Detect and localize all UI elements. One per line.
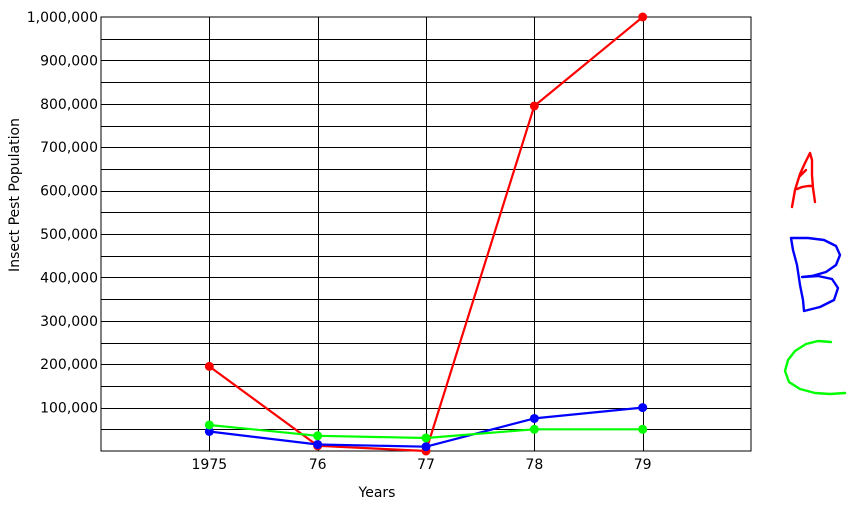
data-point-b bbox=[313, 439, 323, 449]
x-axis-title: Years bbox=[358, 485, 396, 501]
data-point-c bbox=[529, 424, 539, 434]
data-point-a bbox=[204, 361, 214, 371]
y-tick-label: 400,000 bbox=[40, 270, 98, 286]
data-point-a bbox=[638, 12, 648, 22]
data-point-b bbox=[638, 403, 648, 413]
y-tick-label: 100,000 bbox=[40, 401, 98, 417]
y-tick-label: 200,000 bbox=[40, 357, 98, 373]
data-point-b bbox=[529, 413, 539, 423]
legend-item-a bbox=[790, 151, 817, 209]
legend bbox=[783, 151, 847, 396]
data-point-c bbox=[638, 424, 648, 434]
y-tick-label: 800,000 bbox=[40, 97, 98, 113]
legend-letter-a bbox=[790, 151, 817, 209]
data-point-c bbox=[204, 420, 214, 430]
grid bbox=[100, 16, 752, 452]
y-tick-label: 500,000 bbox=[40, 227, 98, 243]
y-tick-label: 600,000 bbox=[40, 184, 98, 200]
data-point-c bbox=[421, 433, 431, 443]
data-point-b bbox=[421, 442, 431, 452]
data-point-b bbox=[204, 426, 214, 436]
data-point-a bbox=[529, 101, 539, 111]
x-tick-label: 77 bbox=[417, 457, 435, 473]
y-axis-title: Insect Pest Population bbox=[7, 118, 23, 272]
x-tick-label: 1975 bbox=[192, 457, 228, 473]
data-point-c bbox=[313, 431, 323, 441]
y-tick-labels: 100,000 200,000 300,000 400,000 500,000 600,0… bbox=[27, 10, 98, 417]
x-tick-label: 79 bbox=[634, 457, 652, 473]
legend-item-b bbox=[789, 236, 842, 313]
x-tick-label: 76 bbox=[309, 457, 327, 473]
legend-letter-b bbox=[789, 236, 842, 313]
x-tick-labels: 1975 76 77 78 79 bbox=[192, 457, 652, 473]
y-tick-label: 700,000 bbox=[40, 140, 98, 156]
legend-item-c bbox=[783, 339, 847, 396]
y-tick-label: 300,000 bbox=[40, 314, 98, 330]
y-tick-label: 900,000 bbox=[40, 53, 98, 69]
y-tick-label: 1,000,000 bbox=[27, 10, 98, 26]
data-points bbox=[204, 12, 648, 456]
x-tick-label: 78 bbox=[525, 457, 543, 473]
legend-letter-c bbox=[783, 339, 847, 396]
